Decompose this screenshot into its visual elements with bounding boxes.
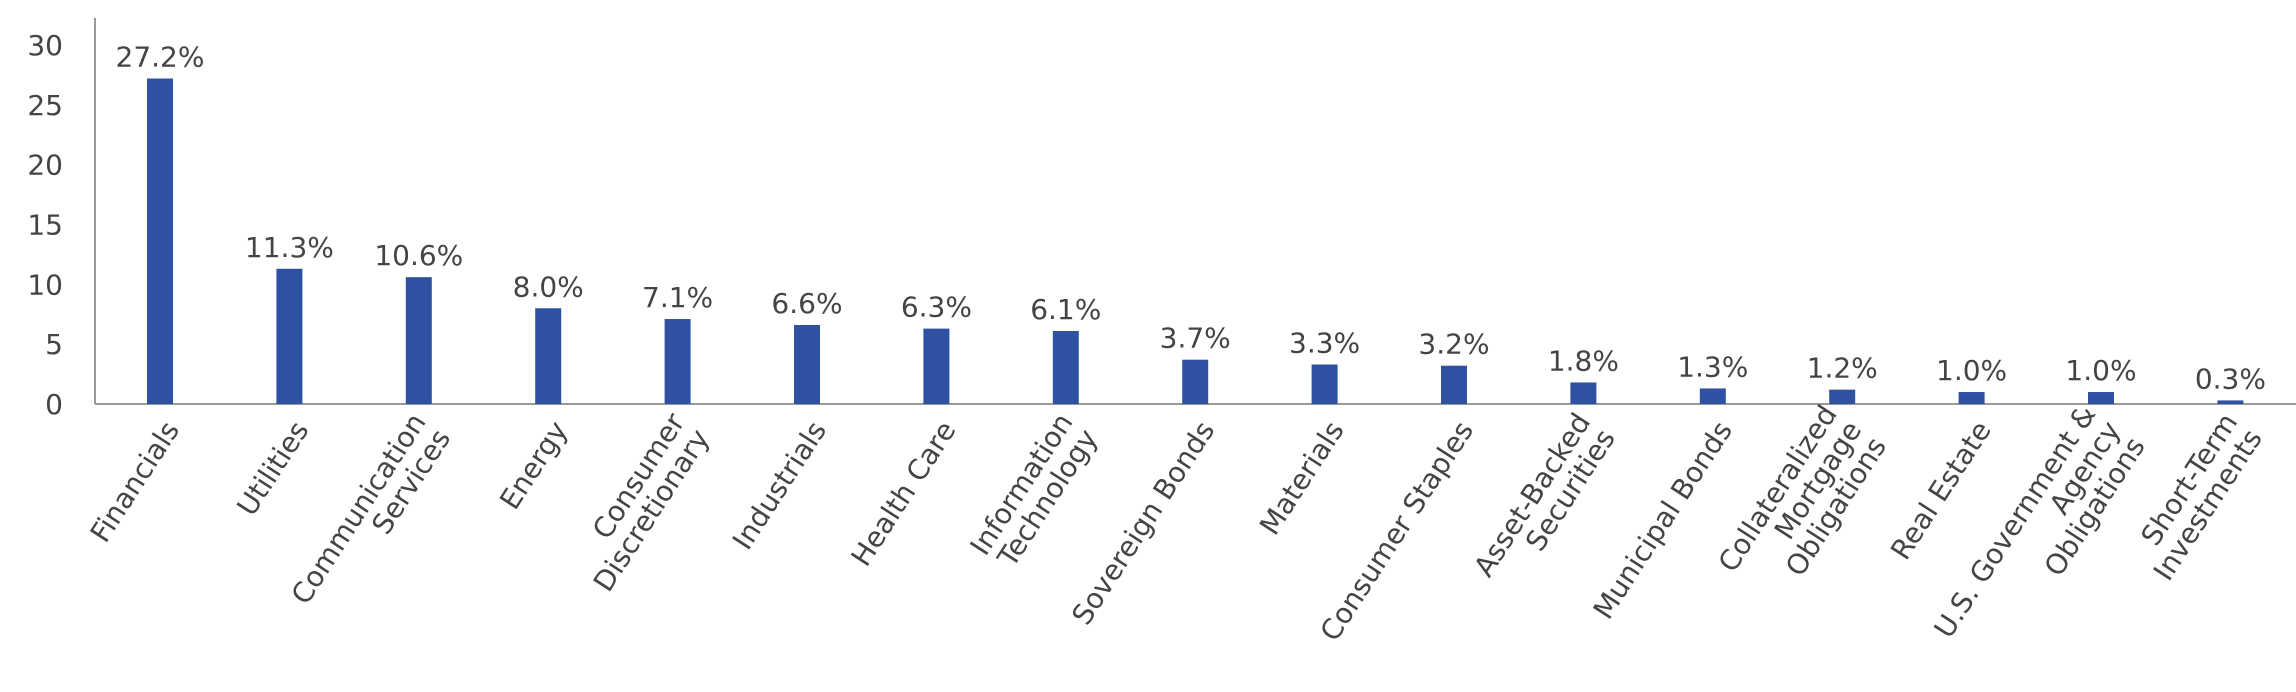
y-tick-label: 0 (45, 388, 63, 421)
value-label: 1.8% (1548, 344, 1619, 377)
value-label: 1.3% (1677, 350, 1748, 383)
bar (2088, 392, 2114, 404)
value-label: 1.2% (1807, 352, 1878, 385)
value-label: 7.1% (642, 281, 713, 314)
x-tick-label: Utilities (230, 415, 315, 521)
x-tick-label: Energy (493, 415, 574, 515)
bar (405, 277, 432, 404)
y-tick-label: 25 (27, 89, 63, 122)
y-tick-label: 30 (27, 29, 63, 62)
bar (1570, 382, 1597, 404)
x-tick-label: Materials (1253, 415, 1351, 541)
bar (1699, 388, 1726, 404)
x-tick-label: Short-TermInvestments (2122, 407, 2269, 586)
value-label: 11.3% (245, 231, 334, 264)
x-tick-label: ConsumerDiscretionary (562, 407, 716, 598)
value-label: 3.7% (1160, 322, 1231, 355)
bar (1441, 365, 1467, 404)
bar (923, 328, 950, 404)
value-label: 3.2% (1418, 328, 1489, 361)
x-tick-label: CollateralizedMortgageObligations (1712, 399, 1893, 610)
y-tick-label: 5 (45, 328, 63, 361)
value-label: 3.3% (1289, 327, 1360, 360)
value-label: 10.6% (374, 239, 463, 272)
x-tick-label: InformationTechnology (964, 407, 1105, 577)
value-label: 8.0% (513, 270, 584, 303)
bar (1052, 331, 1079, 404)
x-tick-label: Financials (84, 415, 186, 548)
x-tick-label: Asset-BackedSecurities (1467, 407, 1622, 598)
bar (794, 325, 820, 404)
value-label: 0.3% (2195, 362, 2266, 395)
y-tick-label: 10 (27, 268, 63, 301)
bar (1829, 389, 1856, 404)
x-tick-label: Industrials (726, 415, 833, 555)
bar (2217, 400, 2244, 404)
y-tick-label: 20 (27, 149, 63, 182)
value-label: 1.0% (1936, 354, 2007, 387)
value-label: 1.0% (2065, 354, 2136, 387)
value-label: 27.2% (116, 41, 205, 74)
value-label: 6.1% (1030, 293, 1101, 326)
bar (276, 268, 303, 404)
bar (1182, 359, 1209, 404)
bar (664, 319, 691, 404)
value-label: 6.3% (901, 291, 972, 324)
value-label: 6.6% (771, 287, 842, 320)
bar (1311, 364, 1338, 404)
y-tick-label: 15 (27, 209, 63, 242)
x-tick-label: Health Care (845, 415, 963, 572)
bar (535, 308, 562, 404)
bar (1958, 392, 1985, 404)
bar (147, 78, 173, 405)
